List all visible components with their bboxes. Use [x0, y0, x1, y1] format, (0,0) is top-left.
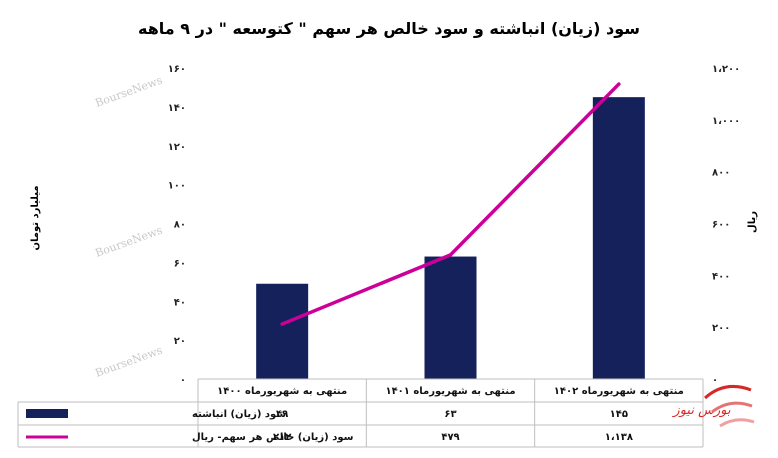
bar — [424, 256, 477, 379]
legend-swatch-bar — [26, 409, 68, 418]
legend-series-name: سود (زیان) انباشته — [192, 409, 286, 420]
line-point — [617, 82, 621, 86]
watermark: BourseNews — [93, 343, 164, 379]
table-value: ۴۷۹ — [441, 432, 459, 443]
bourse-news-logo: بورس نیوز — [671, 384, 755, 428]
line-point — [280, 322, 284, 326]
legend-series-name: سود (زیان) خالص هر سهم- ریال — [192, 432, 354, 443]
category-label: منتهی به شهریورماه ۱۴۰۲ — [554, 386, 684, 397]
table-value: ۱،۱۳۸ — [605, 432, 633, 443]
line-series — [280, 82, 621, 326]
y-right-tick-label: ۱،۲۰۰ — [712, 64, 740, 75]
watermark: BourseNews — [93, 223, 164, 259]
y-left-tick-label: ۱۴۰ — [168, 103, 186, 114]
y-left-tick-label: ۱۶۰ — [168, 64, 186, 75]
watermark: BourseNews — [93, 73, 164, 109]
bar — [592, 97, 645, 379]
y-left-tick-label: ۱۰۰ — [168, 181, 186, 192]
logo-swoosh-icon — [719, 418, 755, 428]
y-left-tick-label: ۰ — [180, 375, 186, 386]
data-table: منتهی به شهریورماه ۱۴۰۰ منتهی به شهریورما… — [17, 378, 704, 448]
y-axis-left-ticks: ۰ ۲۰ ۴۰ ۶۰ ۸۰ ۱۰۰ ۱۲۰ ۱۴۰ ۱۶۰ — [168, 64, 186, 386]
chart-title: سود (زیان) انباشته و سود خالص هر سهم " ک… — [138, 19, 640, 38]
y-right-tick-label: ۲۰۰ — [712, 323, 730, 334]
y-left-tick-label: ۴۰ — [174, 297, 186, 308]
logo-text: بورس نیوز — [671, 403, 731, 418]
y-right-tick-label: ۴۰۰ — [712, 271, 730, 282]
y-left-tick-label: ۱۲۰ — [168, 142, 186, 153]
y-right-tick-label: ۸۰۰ — [712, 168, 730, 179]
y-axis-right-label: ریال — [747, 211, 758, 233]
line-point — [449, 253, 452, 257]
y-left-tick-label: ۲۰ — [174, 336, 186, 347]
table-value: ۶۳ — [444, 409, 456, 420]
y-right-tick-label: ۱،۰۰۰ — [712, 116, 740, 127]
bar — [256, 283, 309, 379]
y-right-tick-label: ۰ — [712, 375, 718, 386]
logo-swoosh-icon — [711, 401, 753, 414]
y-axis-left-label: میلیارد تومان — [30, 185, 41, 250]
bar-series — [256, 97, 645, 379]
logo-swoosh-icon — [703, 384, 752, 400]
category-label: منتهی به شهریورماه ۱۴۰۱ — [385, 386, 515, 397]
y-left-tick-label: ۸۰ — [174, 220, 186, 231]
y-axis-right-ticks: ۰ ۲۰۰ ۴۰۰ ۶۰۰ ۸۰۰ ۱،۰۰۰ ۱،۲۰۰ — [712, 64, 740, 386]
table-value: ۴۹ — [276, 409, 288, 420]
category-label: منتهی به شهریورماه ۱۴۰۰ — [217, 386, 347, 397]
table-value: ۲۱۲ — [273, 432, 291, 443]
table-value: ۱۴۵ — [610, 409, 628, 420]
y-left-tick-label: ۶۰ — [174, 258, 186, 269]
y-right-tick-label: ۶۰۰ — [712, 220, 730, 231]
